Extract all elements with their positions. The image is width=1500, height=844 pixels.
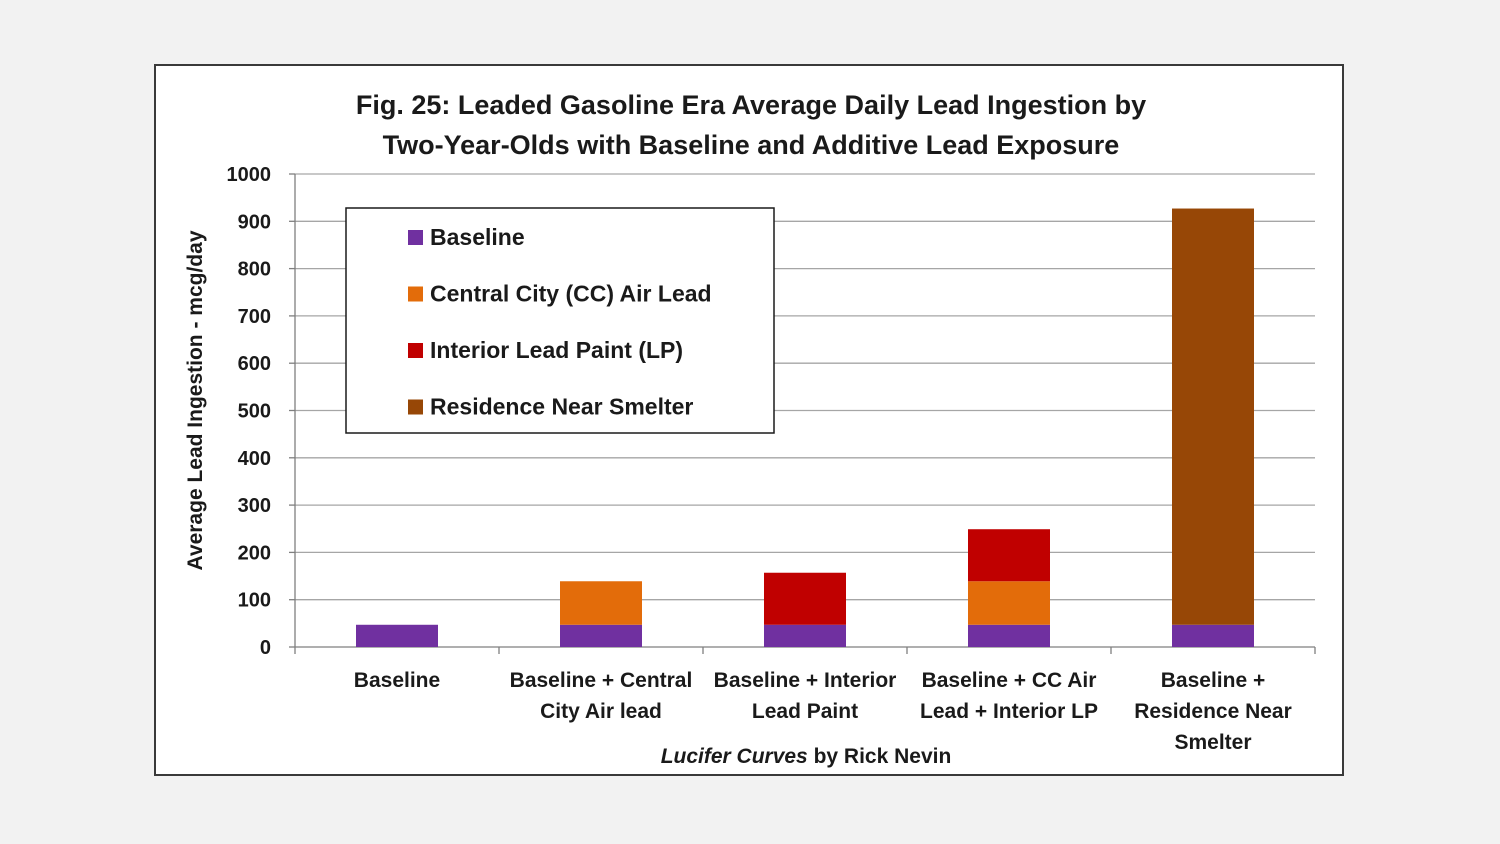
bar-segment [764, 624, 846, 647]
legend-swatch [408, 286, 423, 302]
x-tick-label: Lead + Interior LP [920, 700, 1098, 723]
x-tick-label: City Air lead [540, 700, 662, 723]
x-tick-label: Baseline + Interior [714, 669, 897, 692]
y-tick-label: 0 [260, 637, 271, 659]
y-tick-label: 400 [238, 448, 271, 470]
y-tick-label: 100 [238, 590, 271, 612]
legend-label: Residence Near Smelter [430, 394, 693, 420]
legend-label: Baseline [430, 224, 525, 250]
bar-segment [968, 624, 1050, 647]
bar-chart: Fig. 25: Leaded Gasoline Era Average Dai… [184, 90, 1316, 768]
y-tick-label: 600 [238, 353, 271, 375]
chart-title-line: Fig. 25: Leaded Gasoline Era Average Dai… [356, 90, 1146, 120]
x-tick-label: Residence Near [1134, 700, 1292, 723]
chart-frame: Fig. 25: Leaded Gasoline Era Average Dai… [154, 64, 1344, 776]
x-tick-label: Baseline + Central [510, 669, 693, 692]
bar-segment [560, 581, 642, 625]
legend-swatch [408, 399, 423, 415]
x-tick-label: Baseline + CC Air [922, 669, 1097, 692]
bar-segment [968, 581, 1050, 625]
x-tick-label: Baseline [354, 669, 440, 692]
y-tick-label: 300 [238, 495, 271, 517]
y-tick-label: 1000 [227, 164, 272, 186]
x-tick-label: Smelter [1174, 731, 1251, 754]
bar-segment [356, 624, 438, 647]
y-tick-label: 900 [238, 211, 271, 233]
chart-credit: Lucifer Curves by Rick Nevin [661, 745, 952, 768]
bar-segment [968, 529, 1050, 582]
y-axis-title: Average Lead Ingestion - mcg/day [184, 230, 207, 570]
x-tick-label: Lead Paint [752, 700, 858, 723]
bar-segment [1172, 208, 1254, 625]
legend-label: Interior Lead Paint (LP) [430, 337, 683, 363]
bar-segment [1172, 624, 1254, 647]
bar-segment [764, 572, 846, 625]
x-tick-label: Baseline + [1161, 669, 1265, 692]
legend-label: Central City (CC) Air Lead [430, 281, 712, 307]
legend-box [345, 207, 775, 434]
y-tick-label: 800 [238, 259, 271, 281]
legend-swatch [408, 230, 423, 245]
y-tick-label: 700 [238, 306, 271, 328]
chart-title-line: Two-Year-Olds with Baseline and Additive… [383, 130, 1120, 160]
y-tick-label: 500 [238, 401, 271, 423]
bar-segment [560, 624, 642, 647]
y-tick-label: 200 [238, 542, 271, 564]
legend-swatch [408, 343, 423, 358]
